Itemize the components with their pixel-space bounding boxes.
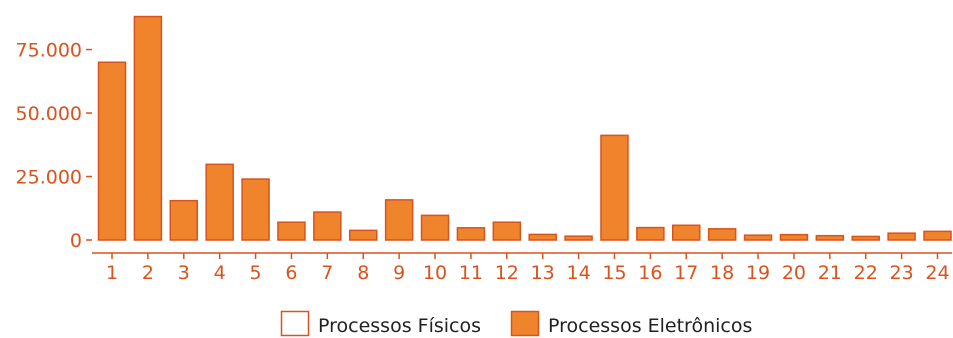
x-tick-label: 13 xyxy=(531,262,555,284)
legend-swatch-processos-fisicos xyxy=(280,310,310,337)
bar-processos-eletronicos xyxy=(420,214,450,241)
bars xyxy=(97,15,952,241)
x-tick-label: 1 xyxy=(106,262,118,284)
x-tick-label: 9 xyxy=(393,262,405,284)
legend-swatch-processos-eletronicos xyxy=(510,310,540,337)
legend: Processos Físicos Processos Eletrônicos xyxy=(280,310,752,337)
x-tick-label: 5 xyxy=(250,262,262,284)
x-tick-label: 8 xyxy=(357,262,369,284)
legend-label-processos-fisicos: Processos Físicos xyxy=(318,315,481,337)
x-tick-label: 22 xyxy=(854,262,878,284)
x-tick-label: 4 xyxy=(214,262,226,284)
bar-processos-eletronicos xyxy=(169,199,199,241)
legend-label-processos-eletronicos: Processos Eletrônicos xyxy=(548,315,752,337)
y-tick-label: 50.000 xyxy=(16,103,82,125)
bar-processos-eletronicos xyxy=(97,61,127,241)
bar-processos-eletronicos xyxy=(456,227,486,241)
y-axis: 0 25.000 50.000 75.000 xyxy=(16,40,92,252)
x-tick-label: 15 xyxy=(602,262,626,284)
x-tick-label: 16 xyxy=(638,262,662,284)
bar-processos-eletronicos xyxy=(564,235,593,241)
y-tick-label: 0 xyxy=(70,230,82,252)
x-tick-label: 6 xyxy=(285,262,297,284)
bar-processos-eletronicos xyxy=(313,211,342,241)
bar-processos-eletronicos xyxy=(492,221,522,241)
bar-processos-eletronicos xyxy=(815,234,845,241)
y-tick-label: 75.000 xyxy=(16,40,82,62)
bar-processos-eletronicos xyxy=(672,224,701,241)
x-tick-label: 7 xyxy=(321,262,333,284)
x-tick-label: 18 xyxy=(710,262,734,284)
x-tick-label: 3 xyxy=(178,262,190,284)
bar-processos-eletronicos xyxy=(241,178,270,241)
x-tick-label: 10 xyxy=(423,262,447,284)
y-tick-label: 25.000 xyxy=(16,167,82,189)
x-tick-label: 11 xyxy=(459,262,483,284)
x-tick-label: 20 xyxy=(782,262,806,284)
bar-processos-eletronicos xyxy=(528,233,557,241)
x-tick-label: 12 xyxy=(495,262,519,284)
bar-processos-eletronicos xyxy=(277,221,306,241)
x-tick-label: 23 xyxy=(890,262,914,284)
bar-processos-eletronicos xyxy=(384,199,414,241)
x-tick-label: 14 xyxy=(566,262,590,284)
x-tick-label: 24 xyxy=(925,262,949,284)
bar-processos-eletronicos xyxy=(779,233,809,241)
bar-processos-eletronicos xyxy=(348,229,378,241)
bar-processos-eletronicos xyxy=(707,228,737,241)
bar-processos-eletronicos xyxy=(851,235,880,241)
x-tick-label: 2 xyxy=(142,262,154,284)
x-tick-label: 21 xyxy=(818,262,842,284)
bar-processos-eletronicos xyxy=(600,134,629,241)
bar-processos-eletronicos xyxy=(923,230,952,241)
bar-processos-eletronicos xyxy=(743,234,773,241)
x-tick-label: 17 xyxy=(674,262,698,284)
bar-processos-eletronicos xyxy=(133,15,163,241)
x-tick-label: 19 xyxy=(746,262,770,284)
bar-processos-eletronicos xyxy=(636,226,665,241)
bar-processos-eletronicos xyxy=(205,163,234,241)
x-axis: 1 2 3 4 5 6 7 8 9 10 11 12 13 14 15 16 17 18 19 20 21 22 23 24 xyxy=(92,252,952,284)
bar-processos-eletronicos xyxy=(887,232,916,241)
